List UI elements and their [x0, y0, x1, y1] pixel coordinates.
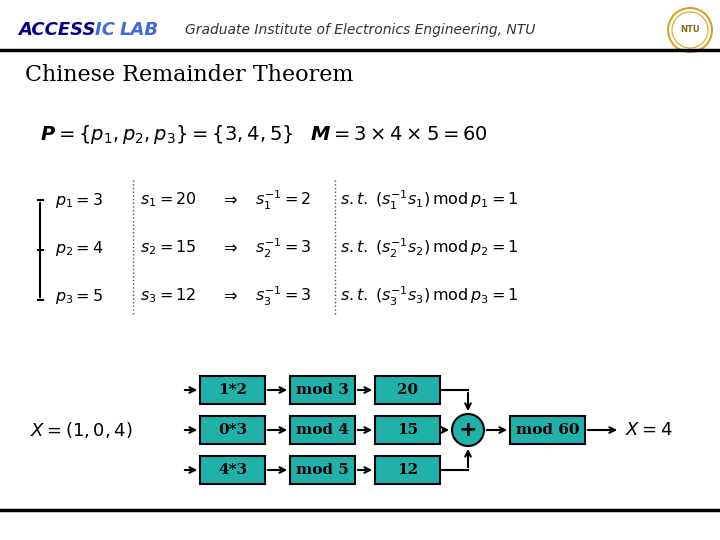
Text: 20: 20 — [397, 383, 418, 397]
Text: $s_2 = 15$: $s_2 = 15$ — [140, 239, 197, 258]
Text: $p_3 = 5$: $p_3 = 5$ — [55, 287, 103, 306]
Text: Graduate Institute of Electronics Engineering, NTU: Graduate Institute of Electronics Engine… — [185, 23, 535, 37]
Text: mod 5: mod 5 — [296, 463, 349, 477]
FancyBboxPatch shape — [290, 416, 355, 444]
Text: 4*3: 4*3 — [218, 463, 247, 477]
FancyBboxPatch shape — [200, 376, 265, 404]
Text: mod 60: mod 60 — [516, 423, 580, 437]
Text: Chinese Remainder Theorem: Chinese Remainder Theorem — [25, 64, 354, 86]
FancyBboxPatch shape — [290, 456, 355, 484]
FancyBboxPatch shape — [200, 416, 265, 444]
Text: $s_1^{-1} = 2$: $s_1^{-1} = 2$ — [255, 188, 311, 212]
Text: $s.t.$: $s.t.$ — [340, 240, 368, 256]
FancyBboxPatch shape — [375, 376, 440, 404]
Text: LAB: LAB — [120, 21, 159, 39]
FancyBboxPatch shape — [375, 416, 440, 444]
Text: $s_1 = 20$: $s_1 = 20$ — [140, 191, 197, 210]
Text: $\boldsymbol{M} = 3 \times 4 \times 5 = 60$: $\boldsymbol{M} = 3 \times 4 \times 5 = … — [310, 125, 487, 145]
Text: $\Rightarrow$: $\Rightarrow$ — [220, 287, 238, 305]
Text: $s_2^{-1} = 3$: $s_2^{-1} = 3$ — [255, 237, 312, 260]
Text: $s.t.$: $s.t.$ — [340, 287, 368, 305]
Text: $s.t.$: $s.t.$ — [340, 192, 368, 208]
Text: $p_2 = 4$: $p_2 = 4$ — [55, 239, 104, 258]
Text: 12: 12 — [397, 463, 418, 477]
Text: +: + — [459, 420, 477, 440]
FancyBboxPatch shape — [510, 416, 585, 444]
Text: mod 4: mod 4 — [296, 423, 349, 437]
FancyBboxPatch shape — [200, 456, 265, 484]
Text: $p_1 = 3$: $p_1 = 3$ — [55, 191, 103, 210]
Text: $(s_2^{-1}s_2)\,\mathrm{mod}\,p_2 = 1$: $(s_2^{-1}s_2)\,\mathrm{mod}\,p_2 = 1$ — [375, 237, 518, 260]
Text: $s_3^{-1} = 3$: $s_3^{-1} = 3$ — [255, 285, 312, 308]
Text: $\boldsymbol{P} = \{p_1, p_2, p_3\} = \{3, 4, 5\}$: $\boldsymbol{P} = \{p_1, p_2, p_3\} = \{… — [40, 124, 293, 146]
FancyBboxPatch shape — [290, 376, 355, 404]
Ellipse shape — [452, 414, 484, 446]
Text: NTU: NTU — [680, 25, 700, 35]
Text: $s_3 = 12$: $s_3 = 12$ — [140, 287, 197, 305]
FancyBboxPatch shape — [375, 456, 440, 484]
Text: $X=(1,0,4)$: $X=(1,0,4)$ — [30, 420, 132, 440]
Text: IC: IC — [95, 21, 121, 39]
Text: mod 3: mod 3 — [296, 383, 349, 397]
Text: 15: 15 — [397, 423, 418, 437]
Text: $(s_3^{-1}s_3)\,\mathrm{mod}\,p_3 = 1$: $(s_3^{-1}s_3)\,\mathrm{mod}\,p_3 = 1$ — [375, 285, 518, 308]
Text: 1*2: 1*2 — [218, 383, 247, 397]
Text: $\Rightarrow$: $\Rightarrow$ — [220, 192, 238, 208]
Text: $(s_1^{-1}s_1)\,\mathrm{mod}\,p_1 = 1$: $(s_1^{-1}s_1)\,\mathrm{mod}\,p_1 = 1$ — [375, 188, 518, 212]
Text: $\Rightarrow$: $\Rightarrow$ — [220, 240, 238, 256]
Text: ACCESS: ACCESS — [18, 21, 96, 39]
Text: 0*3: 0*3 — [218, 423, 247, 437]
Text: $X = 4$: $X = 4$ — [625, 421, 672, 439]
